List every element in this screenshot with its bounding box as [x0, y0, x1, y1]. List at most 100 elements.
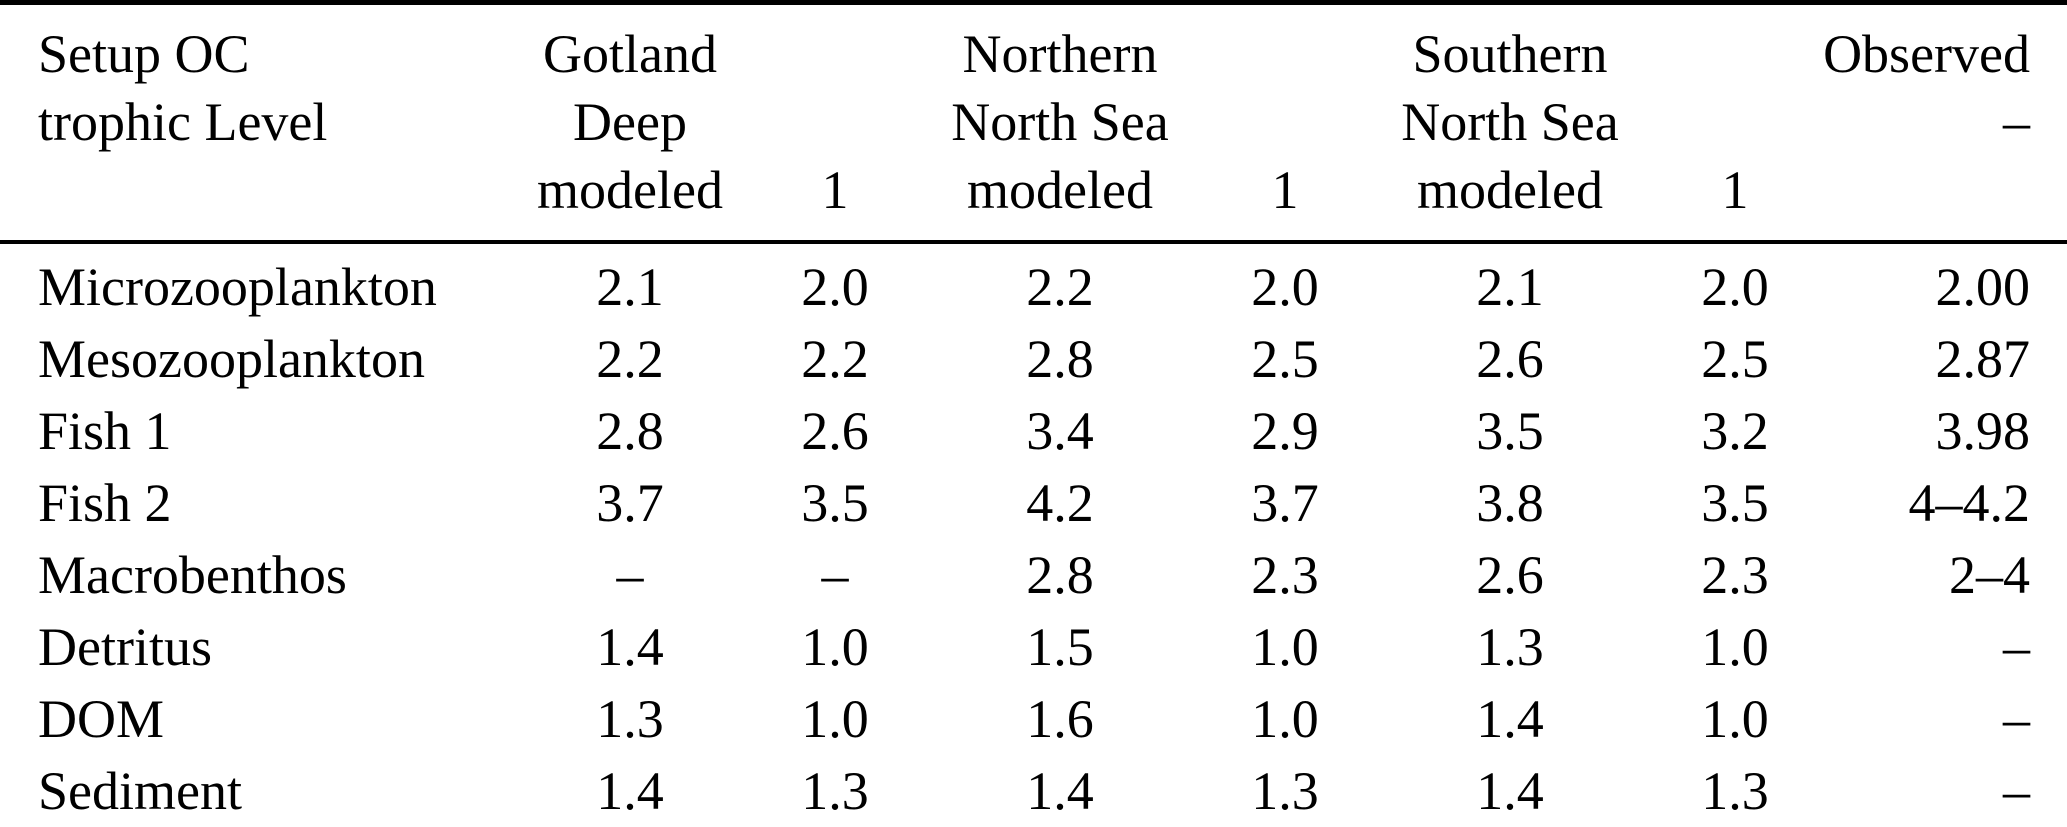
cell: 3.4: [1026, 401, 1094, 461]
cell: 2.8: [1026, 329, 1094, 389]
subheader-modeled: modeled: [490, 156, 770, 244]
cell: 2.0: [1701, 257, 1769, 317]
cell: 2–4: [1949, 545, 2030, 605]
corner-header-line1: Setup OC: [38, 24, 250, 84]
cell: 1.3: [596, 689, 664, 749]
spacer-cell: [1220, 88, 1350, 156]
subheader-modeled: modeled: [900, 156, 1220, 244]
group-header-northern-line2: North Sea: [951, 92, 1169, 152]
row-label: Fish 1: [38, 401, 172, 461]
cell: 1.3: [1701, 761, 1769, 821]
row-label: Fish 2: [38, 473, 172, 533]
row-label: Sediment: [38, 761, 242, 821]
row-label: Detritus: [38, 617, 212, 677]
subheader-one: 1: [1670, 156, 1800, 244]
cell: 1.4: [1026, 761, 1094, 821]
cell: 1.3: [1476, 617, 1544, 677]
spacer-cell: [1220, 3, 1350, 89]
cell: 2.00: [1935, 257, 2031, 317]
cell: –: [616, 545, 644, 605]
spacer-cell: [0, 156, 490, 244]
cell: 1.4: [596, 761, 664, 821]
row-label: Macrobenthos: [38, 545, 347, 605]
cell: 4–4.2: [1908, 473, 2031, 533]
cell: 1.4: [1476, 761, 1544, 821]
cell: 1.0: [1701, 689, 1769, 749]
table-row: Detritus 1.4 1.0 1.5 1.0 1.3 1.0 –: [0, 611, 2067, 683]
cell: 2.1: [1476, 257, 1544, 317]
table-body: Microzooplankton 2.1 2.0 2.2 2.0 2.1 2.0…: [0, 242, 2067, 827]
header-row-1: Setup OC Gotland Northern Southern Obser…: [0, 3, 2067, 89]
cell: 1.0: [801, 689, 869, 749]
cell: 3.5: [1701, 473, 1769, 533]
cell: 2.1: [596, 257, 664, 317]
cell: 2.0: [1251, 257, 1319, 317]
cell: 2.6: [1476, 545, 1544, 605]
cell: 2.5: [1701, 329, 1769, 389]
cell: 2.2: [1026, 257, 1094, 317]
cell: 1.3: [1251, 761, 1319, 821]
table-row: Sediment 1.4 1.3 1.4 1.3 1.4 1.3 –: [0, 755, 2067, 827]
cell: –: [2003, 689, 2030, 749]
cell: 3.8: [1476, 473, 1544, 533]
spacer-cell: [770, 88, 900, 156]
table-header: Setup OC Gotland Northern Southern Obser…: [0, 3, 2067, 244]
cell: 2.3: [1701, 545, 1769, 605]
table-row: Microzooplankton 2.1 2.0 2.2 2.0 2.1 2.0…: [0, 242, 2067, 323]
cell: 2.8: [596, 401, 664, 461]
cell: 3.7: [1251, 473, 1319, 533]
group-header-southern-line1: Southern: [1412, 24, 1608, 84]
spacer-cell: [1800, 156, 2067, 244]
observed-header-line2: –: [2003, 92, 2030, 152]
cell: 2.0: [801, 257, 869, 317]
cell: –: [2003, 617, 2030, 677]
cell: 2.3: [1251, 545, 1319, 605]
cell: 1.4: [1476, 689, 1544, 749]
cell: 1.5: [1026, 617, 1094, 677]
table-row: Fish 2 3.7 3.5 4.2 3.7 3.8 3.5 4–4.2: [0, 467, 2067, 539]
spacer-cell: [1670, 3, 1800, 89]
cell: 2.2: [801, 329, 869, 389]
cell: 2.6: [801, 401, 869, 461]
cell: 2.2: [596, 329, 664, 389]
cell: –: [821, 545, 849, 605]
cell: 1.6: [1026, 689, 1094, 749]
cell: 1.3: [801, 761, 869, 821]
cell: 3.7: [596, 473, 664, 533]
table-row: Fish 1 2.8 2.6 3.4 2.9 3.5 3.2 3.98: [0, 395, 2067, 467]
cell: –: [2003, 761, 2030, 821]
row-label: DOM: [38, 689, 165, 749]
cell: 3.98: [1935, 401, 2031, 461]
group-header-gotland-line1: Gotland: [543, 24, 717, 84]
table-row: Macrobenthos – – 2.8 2.3 2.6 2.3 2–4: [0, 539, 2067, 611]
subheader-one: 1: [1220, 156, 1350, 244]
cell: 1.0: [1251, 617, 1319, 677]
group-header-gotland-line2: Deep: [573, 92, 687, 152]
subheader-one: 1: [770, 156, 900, 244]
cell: 3.5: [1476, 401, 1544, 461]
corner-header-line2: trophic Level: [38, 92, 328, 152]
row-label: Microzooplankton: [38, 257, 437, 317]
cell: 1.0: [1251, 689, 1319, 749]
cell: 4.2: [1026, 473, 1094, 533]
row-label: Mesozooplankton: [38, 329, 425, 389]
cell: 3.2: [1701, 401, 1769, 461]
cell: 1.0: [1701, 617, 1769, 677]
group-header-northern-line1: Northern: [962, 24, 1158, 84]
subheader-modeled: modeled: [1350, 156, 1670, 244]
cell: 1.0: [801, 617, 869, 677]
cell: 2.8: [1026, 545, 1094, 605]
cell: 3.5: [801, 473, 869, 533]
observed-header-line1: Observed: [1823, 24, 2030, 84]
cell: 2.87: [1935, 329, 2031, 389]
header-row-2: trophic Level Deep North Sea North Sea –: [0, 88, 2067, 156]
cell: 2.5: [1251, 329, 1319, 389]
header-row-3: modeled 1 modeled 1 modeled 1: [0, 156, 2067, 244]
cell: 2.6: [1476, 329, 1544, 389]
cell: 1.4: [596, 617, 664, 677]
spacer-cell: [770, 3, 900, 89]
spacer-cell: [1670, 88, 1800, 156]
cell: 2.9: [1251, 401, 1319, 461]
